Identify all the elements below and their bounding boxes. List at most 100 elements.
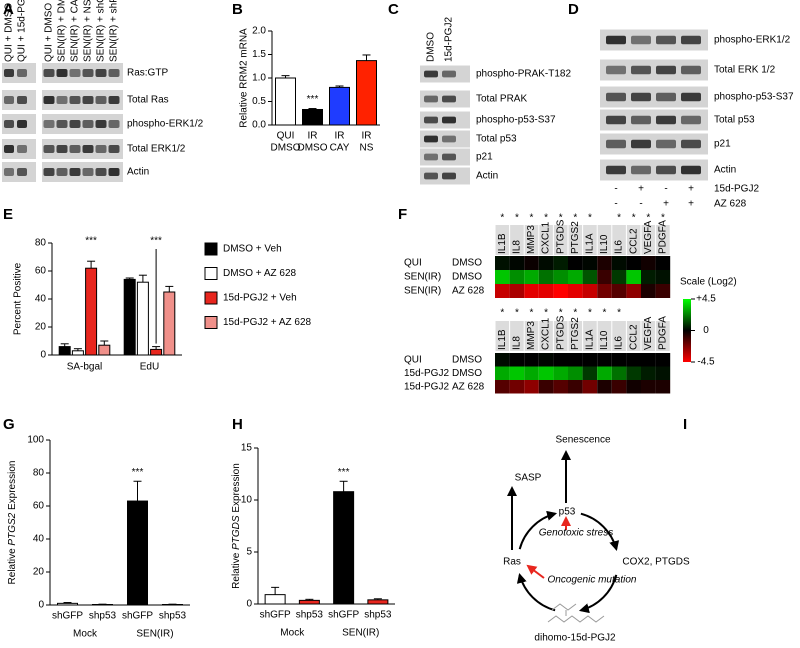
blot-band (95, 145, 107, 153)
heat-cell (568, 270, 583, 284)
colorbar-tick-label: +4.5 (696, 294, 716, 305)
row-label: Total p53 (476, 134, 517, 145)
column-label-bg (539, 321, 553, 351)
blot-band (56, 145, 68, 153)
blot-band (4, 96, 14, 104)
row-label: QUI (404, 354, 422, 365)
y-axis-label: Relative RRM2 mRNA (239, 28, 250, 128)
blot-band (82, 145, 94, 153)
heat-cell (553, 284, 568, 298)
blot-band (424, 153, 438, 161)
significance: *** (338, 467, 350, 478)
column-label-bg (495, 321, 510, 351)
blot-band (424, 135, 438, 143)
y-tick-label: 2.0 (252, 26, 266, 37)
column-label-bg (524, 321, 539, 351)
cycle-arrow (518, 510, 558, 550)
significance: * (588, 308, 592, 319)
column-label: MMP3 (526, 225, 537, 254)
blot-band (17, 69, 27, 77)
blot-band (442, 95, 456, 103)
heat-cell (582, 256, 598, 270)
heat-cell (495, 284, 510, 298)
column-label-bg (583, 225, 597, 255)
heat-cell (582, 284, 598, 298)
blot (600, 159, 708, 181)
y-tick-label: 1.5 (252, 49, 266, 60)
x-tick-label: CAY (330, 143, 350, 154)
blot (600, 29, 708, 51)
panel-letter: I (683, 416, 687, 433)
colorbar-tick-label: 0 (703, 325, 709, 336)
heat-cell (538, 353, 554, 367)
y-axis-label-part: PTGS2 (7, 512, 18, 545)
row-label: Total p53 (714, 115, 755, 126)
heat-cell (611, 256, 627, 270)
blot-band (681, 92, 701, 102)
column-label: IL10 (599, 330, 610, 350)
significance: * (559, 213, 563, 224)
blot-band (56, 69, 68, 77)
x-tick-label: shGFP (328, 610, 359, 621)
column-label: IL1B (497, 233, 508, 254)
blot (600, 133, 708, 155)
heat-cell (538, 270, 554, 284)
column-label: PDGFA (658, 316, 669, 350)
blot-band (681, 115, 701, 125)
heat-cell (524, 284, 539, 298)
blot-band (631, 65, 651, 75)
blot-band (95, 168, 107, 176)
heat-cell (641, 380, 656, 394)
bar (150, 348, 163, 356)
treatment-sign: - (614, 184, 617, 195)
blot-band (69, 145, 81, 153)
cycle-arrow (516, 572, 556, 612)
panel-letter: E (3, 206, 13, 223)
y-tick-label: 0 (246, 599, 252, 610)
panel-letter: H (232, 416, 243, 433)
blot-band (43, 96, 55, 104)
colorbar-label: Scale (Log2) (680, 277, 737, 288)
x-tick-label: DMSO (298, 143, 328, 154)
node: Ras (503, 557, 521, 568)
blot-band (56, 168, 68, 176)
y-tick-label: 80 (33, 468, 45, 479)
blot-band (631, 139, 651, 149)
blot-band (442, 153, 456, 161)
row-label: SEN(IR) (404, 286, 441, 297)
column-label-bg (553, 321, 568, 351)
y-tick-label: 5 (246, 547, 252, 558)
heat-cell (538, 366, 554, 380)
y-tick-label: 1.0 (252, 73, 266, 84)
blot-band (43, 145, 55, 153)
blot-band (424, 116, 438, 124)
blot-band (631, 35, 651, 45)
bar (298, 599, 320, 605)
bar (302, 108, 323, 126)
row-label: DMSO (452, 368, 482, 379)
blot-band (606, 65, 626, 75)
node: Oncogenic mutation (548, 575, 637, 586)
bar (356, 60, 377, 126)
y-axis-label-part: Expression (231, 463, 242, 515)
column-label: IL8 (512, 240, 523, 254)
group-label: SEN(IR) (342, 628, 379, 639)
heat-cell (655, 284, 671, 298)
group-label: SEN(IR) (136, 629, 173, 640)
significance: * (544, 308, 548, 319)
heat-cell (641, 284, 656, 298)
heat-cell (641, 366, 656, 380)
blot-band (681, 165, 701, 175)
heat-cell (611, 366, 627, 380)
legend-label: DMSO + AZ 628 (223, 268, 297, 279)
column-label: CCL2 (628, 228, 639, 254)
blot-band (424, 172, 438, 180)
lane-label: DMSO (426, 32, 437, 62)
treatment-sign: + (638, 184, 644, 195)
column-label-bg (539, 225, 553, 255)
panel-letter: F (398, 206, 407, 223)
column-label-bg (641, 225, 656, 255)
bar (127, 500, 148, 606)
blot-band (424, 70, 438, 78)
significance: * (588, 213, 592, 224)
